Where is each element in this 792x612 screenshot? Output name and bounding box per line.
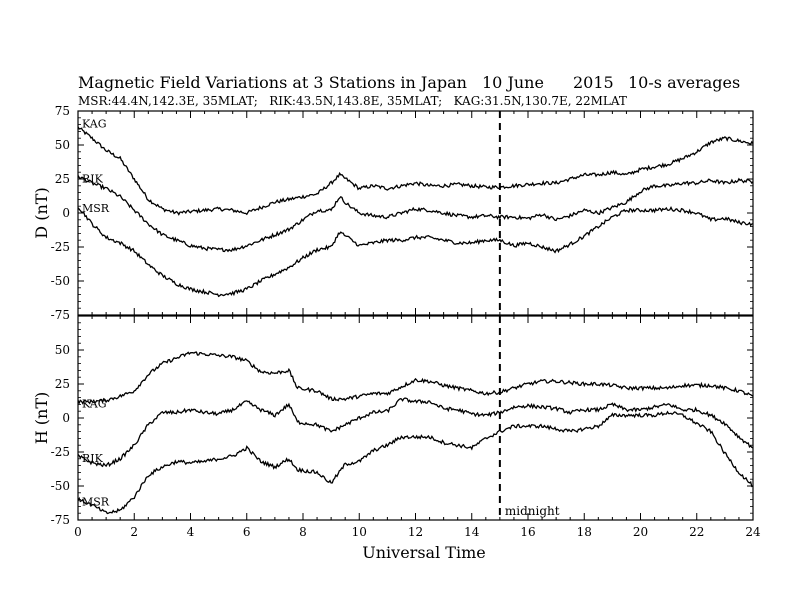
d-y-tick-label: -25 [51, 240, 70, 254]
d-y-tick-label: 50 [55, 138, 70, 152]
x-axis-label: Universal Time [362, 543, 485, 562]
chart-title: Magnetic Field Variations at 3 Stations … [78, 73, 467, 92]
h-series-msr [77, 410, 754, 515]
d-label-kag: KAG [82, 117, 107, 130]
h-label-kag: KAG [82, 398, 107, 411]
chart-date: 10 June [482, 73, 544, 92]
d-y-tick-label: 0 [62, 206, 70, 220]
x-tick-label: 20 [633, 525, 648, 539]
x-tick-label: 4 [187, 525, 195, 539]
h-label-rik: RIK [82, 452, 104, 465]
x-tick-label: 6 [243, 525, 251, 539]
d-y-tick-label: -75 [51, 308, 70, 322]
d-series-kag [77, 126, 754, 216]
d-y-tick-label: 75 [55, 104, 70, 118]
chart-year: 2015 [573, 73, 614, 92]
x-tick-label: 10 [352, 525, 367, 539]
x-tick-label: 2 [130, 525, 138, 539]
h-y-tick-label: 25 [55, 377, 70, 391]
chart-averaging: 10-s averages [628, 73, 740, 92]
x-tick-label: 14 [464, 525, 480, 539]
h-y-tick-label: 50 [55, 343, 70, 357]
d-y-tick-label: 25 [55, 172, 70, 186]
h-y-tick-label: -25 [51, 445, 70, 459]
h-label-msr: MSR [82, 496, 110, 509]
x-tick-label: 12 [408, 525, 423, 539]
x-tick-label: 0 [74, 525, 82, 539]
h-series-kag [77, 351, 754, 405]
d-label-msr: MSR [82, 202, 110, 215]
d-y-axis-label: D (nT) [32, 187, 51, 238]
x-tick-label: 22 [689, 525, 704, 539]
d-panel: 75 50 25 0 -25 -50 -75 D (nT) KAG RIK MSR [32, 104, 754, 322]
d-y-tick-label: -50 [51, 274, 70, 288]
h-y-tick-label: 0 [62, 411, 70, 425]
d-label-rik: RIK [82, 172, 104, 185]
x-tick-label: 16 [520, 525, 535, 539]
midnight-label: midnight [505, 504, 560, 518]
x-tick-label: 18 [577, 525, 592, 539]
h-y-axis-label: H (nT) [32, 392, 51, 445]
d-series-msr [77, 206, 754, 298]
h-y-tick-label: -75 [51, 513, 70, 527]
d-series-rik [77, 175, 754, 253]
h-panel-frame [77, 315, 754, 521]
x-tick-label: 24 [745, 525, 761, 539]
h-series-rik [77, 397, 754, 468]
stations-line: MSR:44.4N,142.3E, 35MLAT; RIK:43.5N,143.… [78, 94, 627, 108]
x-tick-label: 8 [299, 525, 307, 539]
h-y-tick-label: -50 [51, 479, 70, 493]
